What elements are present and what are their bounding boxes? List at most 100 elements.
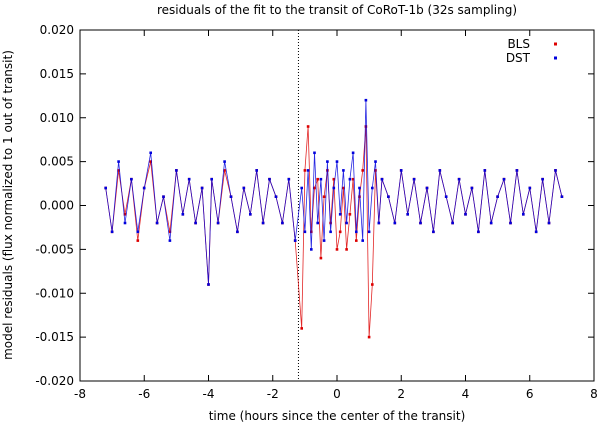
data-point-dst [412, 177, 416, 181]
data-point-bls [117, 169, 120, 172]
data-point-dst [249, 213, 252, 216]
data-point-dst [306, 169, 310, 172]
x-tick-label: 8 [590, 387, 598, 401]
data-point-bls [332, 177, 336, 181]
data-point-dst [255, 169, 258, 172]
y-tick-label: -0.010 [35, 286, 74, 300]
data-point-bls [310, 230, 313, 234]
data-point-dst [149, 151, 152, 155]
data-point-bls [358, 195, 361, 198]
data-point-bls [361, 169, 364, 172]
data-point-dst [319, 177, 323, 181]
data-point-dst [287, 177, 291, 181]
data-point-dst [438, 169, 442, 172]
data-point-dst [560, 195, 564, 198]
data-point-dst [496, 195, 499, 198]
data-point-dst [168, 239, 172, 242]
data-point-dst [236, 230, 239, 234]
data-point-dst [313, 151, 316, 155]
data-point-dst [335, 160, 339, 163]
x-tick-label: 4 [462, 387, 470, 401]
x-tick-label: -6 [138, 387, 150, 401]
data-point-dst [358, 186, 361, 190]
data-point-bls [338, 230, 342, 234]
data-point-dst [547, 221, 551, 225]
legend-swatch-dst [554, 56, 557, 60]
data-point-dst [207, 283, 210, 286]
y-tick-label: 0.015 [40, 67, 74, 81]
data-point-dst [210, 177, 213, 181]
data-point-dst [194, 221, 197, 225]
data-point-dst [281, 221, 284, 225]
data-point-dst [355, 230, 358, 234]
data-point-dst [528, 186, 532, 190]
data-point-dst [451, 221, 454, 225]
data-point-bls [306, 125, 310, 128]
data-point-dst [399, 169, 403, 172]
data-point-dst [123, 221, 127, 225]
data-point-dst [322, 239, 326, 242]
data-point-bls [367, 335, 371, 339]
data-point-bls [364, 125, 368, 128]
data-point-dst [229, 195, 233, 198]
x-tick-label: -4 [203, 387, 215, 401]
data-point-bls [123, 213, 127, 216]
data-point-bls [319, 256, 323, 260]
data-point-dst [300, 186, 303, 190]
y-tick-label: 0.000 [40, 199, 74, 213]
data-point-dst [310, 248, 313, 251]
data-point-dst [419, 221, 422, 225]
data-point-bls [348, 213, 352, 216]
data-point-dst [371, 186, 374, 190]
series-line-dst [105, 100, 563, 285]
x-tick-label: 0 [333, 387, 341, 401]
y-tick-label: -0.005 [35, 242, 74, 256]
data-point-dst [367, 230, 371, 234]
data-point-dst [175, 169, 178, 172]
data-point-dst [338, 213, 342, 216]
data-point-dst [316, 221, 319, 225]
data-point-dst [377, 221, 381, 225]
x-tick-label: 6 [526, 387, 534, 401]
data-point-dst [142, 186, 146, 190]
data-point-dst [303, 230, 307, 234]
plot-frame [79, 29, 595, 382]
data-point-bls [371, 283, 374, 286]
data-point-dst [502, 177, 506, 181]
data-point-dst [117, 160, 120, 163]
data-point-dst [348, 177, 352, 181]
data-point-bls [300, 327, 303, 330]
data-point-dst [130, 177, 133, 181]
data-point-dst [293, 239, 297, 242]
plot-area: -8 -6 -4 -2 0 2 4 6 8 -0.020 -0.015 -0.010 -0.005 0.0… [35, 23, 598, 401]
data-point-dst [483, 169, 487, 172]
data-point-dst [364, 98, 368, 102]
data-point-dst [477, 230, 480, 234]
data-point-dst [104, 186, 107, 190]
data-point-dst [534, 230, 538, 234]
data-point-dst [522, 213, 525, 216]
data-point-dst [489, 221, 493, 225]
data-point-dst [261, 221, 265, 225]
data-point-dst [351, 151, 355, 155]
data-point-dst [242, 186, 246, 190]
data-point-bls [335, 248, 339, 251]
data-point-bls [316, 177, 319, 181]
data-point-bls [329, 221, 332, 225]
data-point-dst [406, 213, 409, 216]
data-point-bls [374, 169, 377, 172]
data-point-dst [432, 230, 435, 234]
data-point-dst [464, 213, 467, 216]
data-point-dst [332, 186, 336, 190]
x-tick-label: -2 [267, 387, 279, 401]
data-point-dst [393, 221, 397, 225]
data-point-dst [425, 186, 429, 190]
data-point-dst [457, 177, 461, 181]
y-tick-label: 0.020 [40, 23, 74, 37]
data-point-dst [216, 221, 220, 225]
data-point-dst [541, 177, 544, 181]
data-point-dst [554, 169, 557, 172]
y-tick-label: -0.020 [35, 374, 74, 388]
data-point-dst [223, 160, 226, 163]
data-point-bls [342, 186, 345, 190]
